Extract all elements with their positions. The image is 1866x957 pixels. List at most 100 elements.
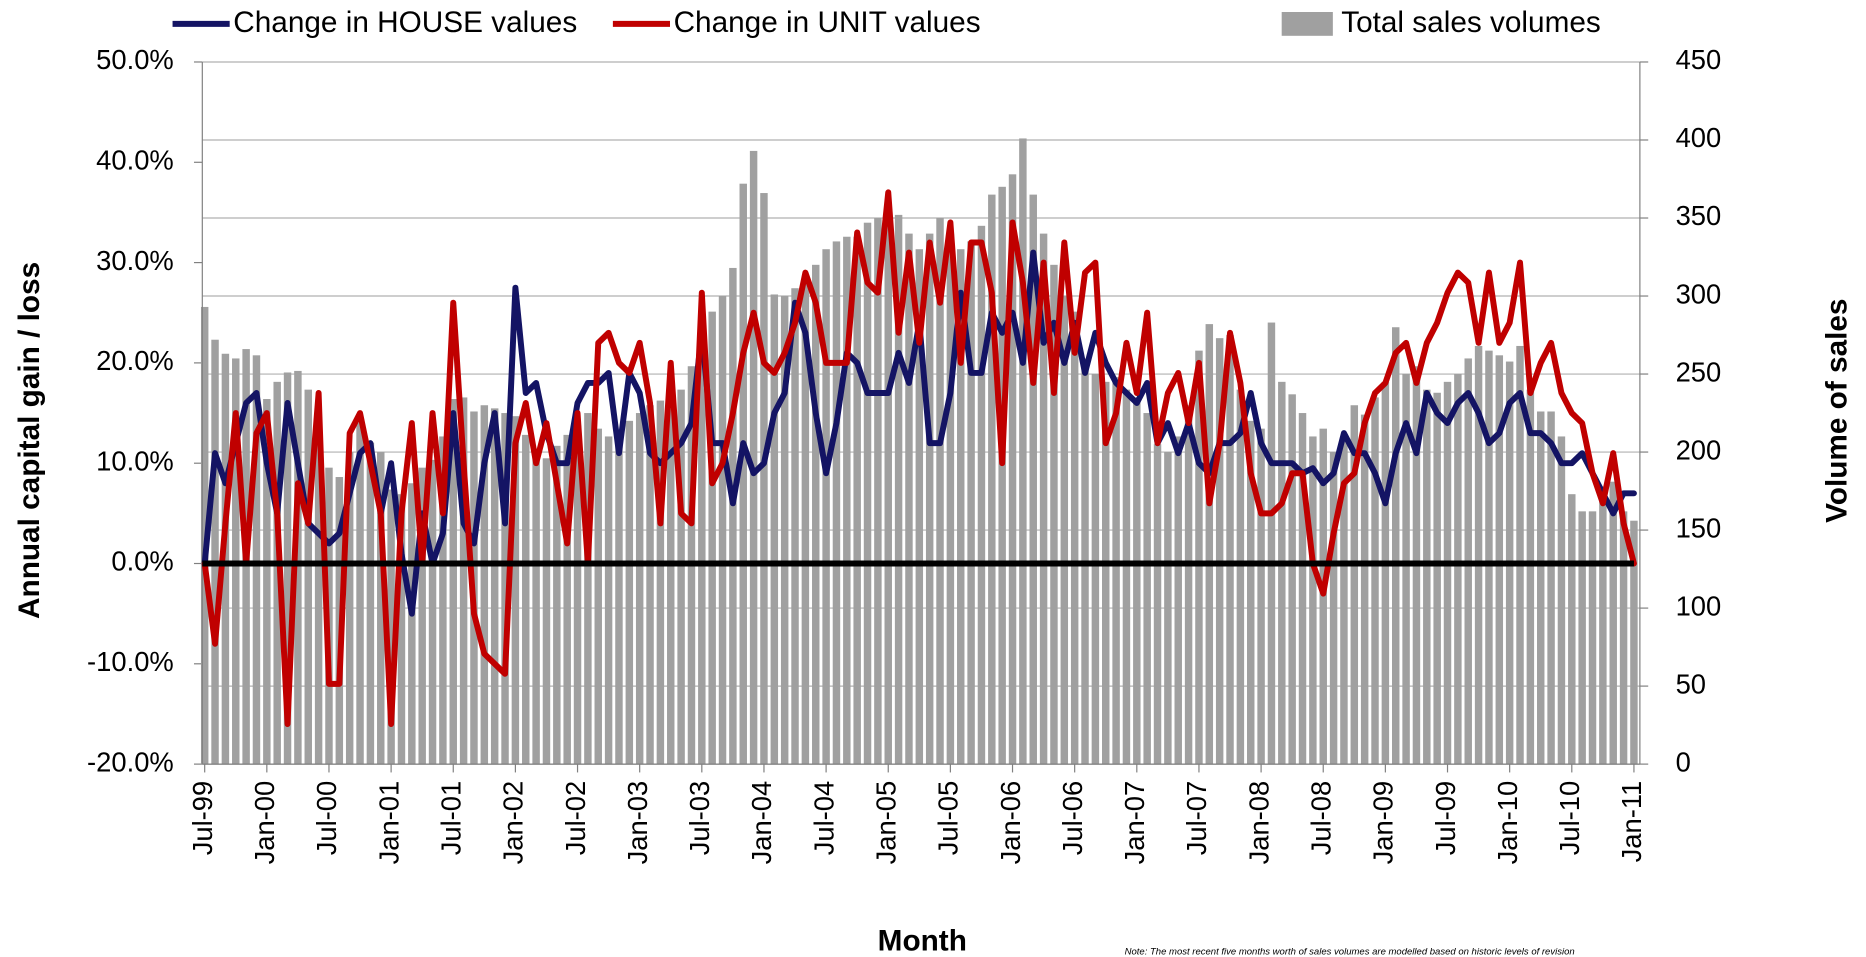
bar — [1278, 381, 1286, 765]
y2-tick-label: 250 — [1676, 356, 1722, 387]
bar — [377, 452, 385, 765]
bar — [832, 241, 841, 765]
bar — [1588, 511, 1597, 765]
x-axis-title: Month — [878, 924, 967, 957]
bar — [708, 311, 716, 765]
bar — [439, 436, 447, 765]
x-tick-label: Jan-04 — [746, 781, 777, 865]
bar — [698, 356, 706, 765]
bar — [408, 483, 416, 765]
bar — [884, 213, 892, 765]
bar — [874, 218, 882, 765]
bar — [1495, 355, 1504, 765]
bar — [283, 372, 292, 765]
bar — [1340, 436, 1348, 765]
x-tick-label: Jul-01 — [435, 781, 466, 856]
bar — [853, 236, 861, 765]
x-tick-label: Jan-08 — [1243, 781, 1274, 865]
bar — [1215, 338, 1224, 765]
bar — [718, 296, 727, 765]
x-tick-label: Jul-08 — [1305, 781, 1336, 856]
bar — [646, 405, 654, 765]
bar — [584, 413, 592, 765]
legend-label: Change in HOUSE values — [233, 6, 577, 39]
y-tick-label: 50.0% — [96, 44, 174, 75]
x-tick-label: Jul-09 — [1430, 781, 1461, 856]
bar — [1423, 389, 1431, 765]
legend-label: Change in UNIT values — [674, 6, 981, 39]
bar — [1547, 411, 1555, 765]
bar — [418, 467, 426, 765]
bar — [553, 445, 561, 765]
bar — [1402, 374, 1410, 765]
x-tick-label: Jan-00 — [249, 781, 280, 865]
x-tick-label: Jan-09 — [1368, 781, 1399, 865]
bar — [957, 249, 965, 765]
bar — [729, 267, 737, 765]
x-tick-label: Jan-03 — [622, 781, 653, 865]
x-tick-label: Jan-01 — [373, 781, 404, 865]
bar — [1164, 452, 1172, 765]
bar — [459, 397, 468, 765]
x-tick-label: Jul-10 — [1554, 781, 1585, 856]
line-series — [201, 189, 1637, 727]
bar — [1392, 327, 1400, 765]
bar — [1008, 174, 1017, 765]
x-tick-label: Jan-06 — [995, 781, 1026, 865]
bar — [1226, 335, 1234, 765]
bar — [625, 420, 634, 765]
x-tick-label: Jan-07 — [1119, 781, 1150, 865]
y2-tick-label: 50 — [1676, 668, 1706, 699]
bar — [667, 408, 675, 765]
bar — [905, 233, 913, 765]
bar — [1143, 413, 1151, 765]
x-tick-label: Jul-02 — [560, 781, 591, 856]
y-tick-label: 20.0% — [96, 345, 174, 376]
bar — [563, 434, 571, 765]
bar — [480, 405, 489, 765]
y2-tick-label: 400 — [1676, 122, 1722, 153]
bar — [915, 249, 924, 765]
bar — [1298, 413, 1307, 765]
bar — [1609, 481, 1617, 765]
bar — [1070, 311, 1079, 765]
bar — [1516, 345, 1524, 765]
bar — [1474, 345, 1483, 765]
bar — [1122, 389, 1131, 765]
bar — [739, 183, 747, 765]
bar — [1454, 374, 1462, 765]
bar — [1557, 436, 1566, 765]
bar — [1029, 194, 1037, 765]
y2-tick-label: 100 — [1676, 590, 1722, 621]
bar — [1630, 520, 1638, 765]
y-tick-label: -10.0% — [87, 646, 174, 677]
y2-tick-label: 450 — [1676, 44, 1722, 75]
x-tick-label: Jan-05 — [870, 781, 901, 865]
bar — [532, 452, 540, 765]
bar — [635, 413, 644, 765]
bar — [1267, 322, 1276, 765]
bar — [1619, 511, 1628, 765]
bar — [221, 353, 230, 765]
bar — [1329, 452, 1338, 765]
y2-tick-label: 300 — [1676, 278, 1722, 309]
bar — [366, 442, 375, 765]
y2-tick-label: 0 — [1676, 746, 1691, 777]
bar — [1485, 350, 1493, 765]
bar — [936, 218, 944, 765]
bar — [1309, 436, 1317, 765]
bar — [801, 280, 810, 765]
bar — [843, 236, 851, 765]
bar — [925, 233, 934, 765]
bar — [863, 222, 872, 765]
bar — [977, 225, 986, 765]
bar — [1443, 381, 1452, 765]
bar — [1184, 405, 1193, 765]
bar — [998, 186, 1006, 765]
bar — [294, 370, 302, 765]
bar — [356, 422, 364, 765]
x-tick-label: Jul-00 — [311, 781, 342, 856]
bar — [1060, 296, 1069, 765]
bar — [770, 294, 779, 765]
bar — [1205, 324, 1214, 765]
